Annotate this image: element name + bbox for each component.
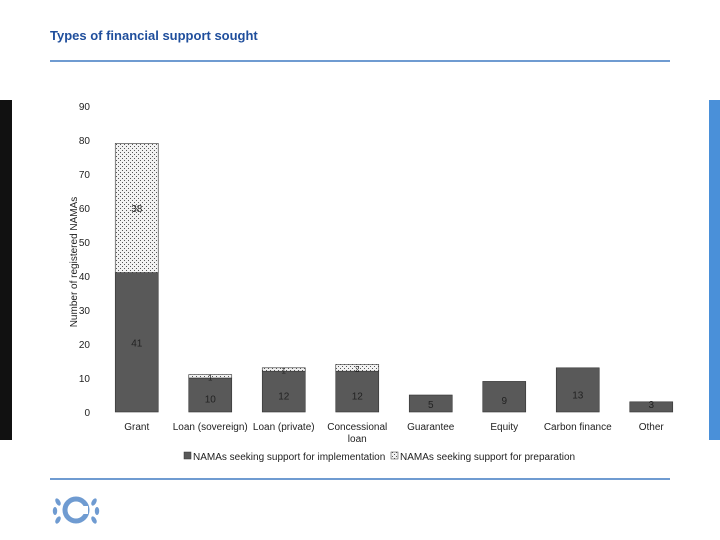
page-title: Types of financial support sought [50,28,258,43]
bar-implementation [261,370,306,413]
data-label-implementation: 13 [572,390,584,401]
y-tick-label: 80 [79,136,91,147]
legend-swatch-preparation [390,451,399,460]
x-tick-label: Other [639,422,665,433]
data-label-preparation: 1 [208,373,213,382]
legend-label-implementation: NAMAs seeking support for implementation [193,452,385,463]
data-label-implementation: 9 [501,396,507,407]
footer-rule [50,478,670,480]
data-label-preparation: 38 [131,204,143,215]
unfccc-logo [52,496,100,524]
y-tick-label: 50 [79,238,91,249]
y-axis: 0 10 20 30 40 50 60 70 80 90 [79,102,91,419]
x-tick-label: Loan (sovereign) [173,422,248,433]
left-edge-bar [0,100,12,440]
data-label-implementation: 5 [428,400,434,411]
bar-implementation [188,377,233,413]
legend-swatch-implementation [183,451,192,460]
bar-implementation [482,381,527,413]
x-axis-labels: Grant Loan (sovereign) Loan (private) Conce… [124,422,664,445]
y-tick-label: 10 [79,374,91,385]
x-tick-label: Concessional loan [327,422,387,445]
bar-preparation [188,374,233,379]
x-tick-label: Guarantee [407,422,455,433]
bar-implementation [629,401,674,413]
y-tick-label: 90 [79,102,91,113]
data-label-implementation: 41 [131,338,143,349]
data-label-implementation: 12 [352,392,364,403]
x-tick-label: Grant [124,422,149,433]
legend-label-preparation: NAMAs seeking support for preparation [400,452,575,463]
y-tick-label: 30 [79,306,91,317]
bar-implementation [555,367,600,413]
bar-implementation [335,370,380,413]
data-label-implementation: 3 [648,400,654,411]
bar-implementation [408,394,453,413]
y-axis-label: Number of registered NAMAs [69,197,80,328]
bars: 41 38 10 1 12 1 12 2 5 9 13 3 [114,143,674,413]
y-tick-label: 60 [79,204,91,215]
data-label-implementation: 12 [278,392,290,403]
bar-preparation [335,364,380,372]
x-tick-label: Equity [490,422,518,433]
data-label-implementation: 10 [205,394,217,405]
bar-preparation [261,367,306,372]
right-edge-bar [709,100,720,440]
data-label-preparation: 1 [282,367,287,376]
y-tick-label: 0 [84,408,90,419]
y-tick-label: 20 [79,340,91,351]
data-label-preparation: 2 [355,365,360,374]
bar-implementation [114,272,159,413]
y-tick-label: 40 [79,272,91,283]
title-rule [50,60,670,62]
bar-preparation [114,143,159,273]
x-tick-label: Loan (private) [253,422,315,433]
legend: NAMAs seeking support for implementation… [183,451,575,463]
y-tick-label: 70 [79,170,91,181]
x-tick-label: Carbon finance [544,422,612,433]
